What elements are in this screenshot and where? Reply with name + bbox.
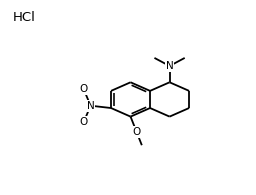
Text: O: O [132,127,141,137]
Text: N: N [87,101,94,111]
Text: HCl: HCl [13,11,36,24]
Text: N: N [166,61,174,71]
Text: O: O [80,117,88,127]
Text: O: O [80,84,88,94]
